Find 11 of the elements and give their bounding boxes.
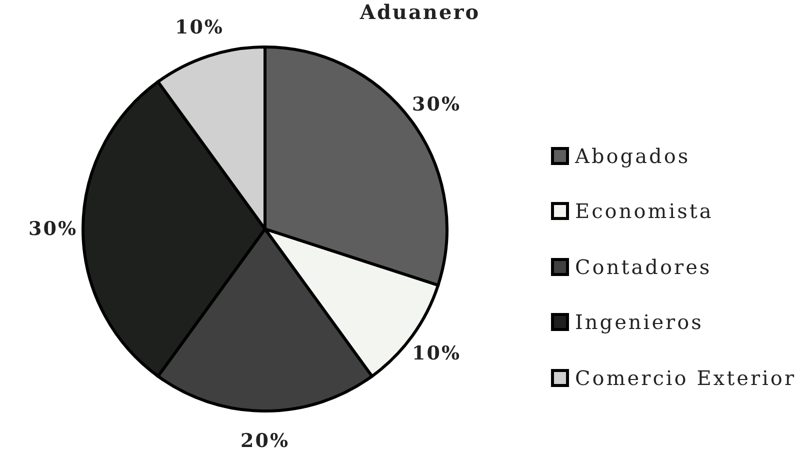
data-label: 10%: [412, 342, 462, 365]
legend-label: Ingenieros: [575, 310, 704, 334]
legend-label: Abogados: [575, 144, 690, 168]
legend-label: Economista: [575, 199, 714, 224]
legend-label: Comercio Exterior: [575, 366, 796, 390]
data-label: 30%: [412, 93, 462, 116]
data-label: 20%: [240, 430, 290, 450]
data-label: 30%: [28, 218, 78, 240]
data-label: 10%: [174, 16, 224, 38]
legend-label: Contadores: [575, 254, 712, 279]
chart-title: Aduanero: [358, 0, 482, 24]
